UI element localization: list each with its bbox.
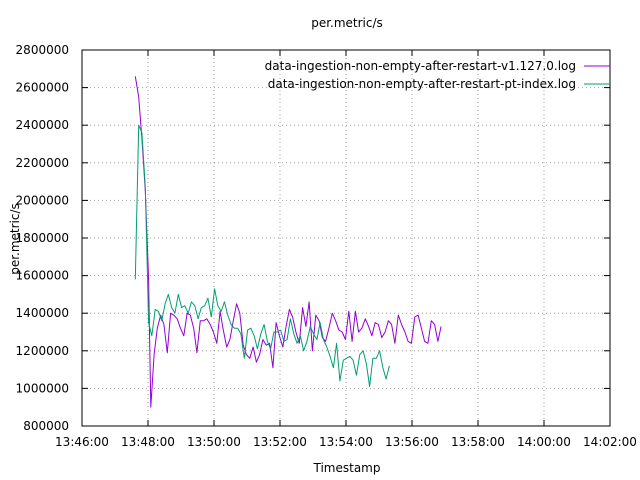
y-tick-label-2: 1200000 (16, 344, 69, 358)
x-tick-label-5: 13:56:00 (385, 435, 439, 449)
x-tick-label-3: 13:52:00 (253, 435, 307, 449)
x-tick-label-2: 13:50:00 (187, 435, 241, 449)
chart-title: per.metric/s (311, 16, 383, 30)
y-axis-ticks: 800000 1000000 1200000 1400000 1600000 180000… (16, 43, 610, 433)
y-axis-label: per.metric/s (8, 203, 22, 275)
y-tick-label-5: 1800000 (16, 231, 69, 245)
y-tick-label-6: 2000000 (16, 193, 69, 207)
x-tick-label-6: 13:58:00 (451, 435, 505, 449)
legend: data-ingestion-non-empty-after-restart-v… (265, 59, 610, 91)
x-axis-label: Timestamp (313, 461, 381, 475)
x-tick-label-8: 14:02:00 (583, 435, 637, 449)
y-tick-label-3: 1400000 (16, 306, 69, 320)
series-line-2 (134, 124, 390, 387)
x-tick-label-1: 13:48:00 (121, 435, 175, 449)
y-tick-label-4: 1600000 (16, 269, 69, 283)
y-tick-label-9: 2600000 (16, 81, 69, 95)
gridlines (82, 50, 610, 426)
series-lines (134, 76, 442, 408)
y-tick-label-10: 2800000 (16, 43, 69, 57)
x-tick-label-7: 14:00:00 (517, 435, 571, 449)
legend-label-series-2: data-ingestion-non-empty-after-restart-p… (268, 77, 576, 91)
y-tick-label-7: 2200000 (16, 156, 69, 170)
x-tick-label-0: 13:46:00 (55, 435, 109, 449)
series-line-1 (134, 76, 442, 408)
x-tick-label-4: 13:54:00 (319, 435, 373, 449)
y-tick-label-0: 800000 (23, 419, 69, 433)
legend-label-series-1: data-ingestion-non-empty-after-restart-v… (265, 59, 576, 73)
y-tick-label-1: 1000000 (16, 381, 69, 395)
y-tick-label-8: 2400000 (16, 118, 69, 132)
x-axis-ticks: 13:46:00 13:48:00 13:50:00 13:52:00 13:54:00… (55, 50, 637, 449)
